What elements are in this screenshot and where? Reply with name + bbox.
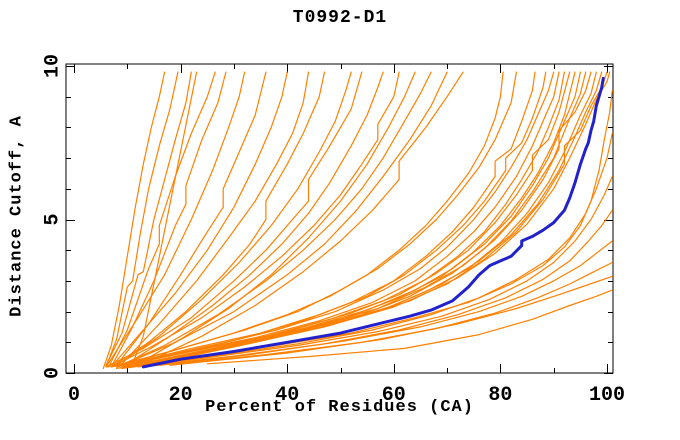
y-tick-label: 0 [41,367,64,379]
x-tick-label: 100 [589,384,625,407]
model-curve [142,71,464,365]
model-curve [102,71,166,369]
model-curve [110,71,326,368]
model-curve [110,71,400,368]
y-tick-label: 5 [41,213,64,225]
model-curve [115,71,518,368]
model-curve [142,240,613,368]
model-curve [137,71,582,366]
model-curve [126,132,613,368]
model-curve [121,71,547,366]
model-curve [110,71,227,368]
model-curve [110,71,504,368]
model-curve [126,71,555,366]
model-curve [121,71,448,366]
model-curve [158,261,613,366]
chart-title: T0992-D1 [292,8,388,28]
x-tick-label: 60 [382,384,406,407]
model-curve [105,71,246,368]
model-curve [153,71,611,365]
model-curve [115,71,566,368]
model-curve [115,71,267,366]
x-tick-label: 80 [488,384,512,407]
model-curve [105,71,179,368]
x-tick-label: 0 [68,384,80,407]
model-curve [126,71,384,365]
model-curve [107,71,216,368]
model-curve [121,71,310,365]
model-curve [110,71,288,368]
highlight-curve [141,76,605,369]
x-axis-label: Percent of Residues (CA) [205,398,474,417]
model-curve [121,175,613,369]
curves-group [102,71,613,369]
model-curve [206,289,613,365]
model-curve [105,71,192,366]
model-curve [137,71,416,365]
model-curve [105,71,363,368]
model-curve [110,71,560,368]
model-curve [169,275,613,366]
model-curve [115,71,352,366]
model-curve [105,71,536,368]
x-tick-label: 20 [169,384,193,407]
x-tick-label: 40 [275,384,299,407]
model-curve [142,71,592,365]
model-curve [132,71,571,366]
model-curve [115,71,432,368]
model-curve [126,71,587,368]
y-tick-label: 10 [41,54,64,78]
plot-border [65,63,614,374]
